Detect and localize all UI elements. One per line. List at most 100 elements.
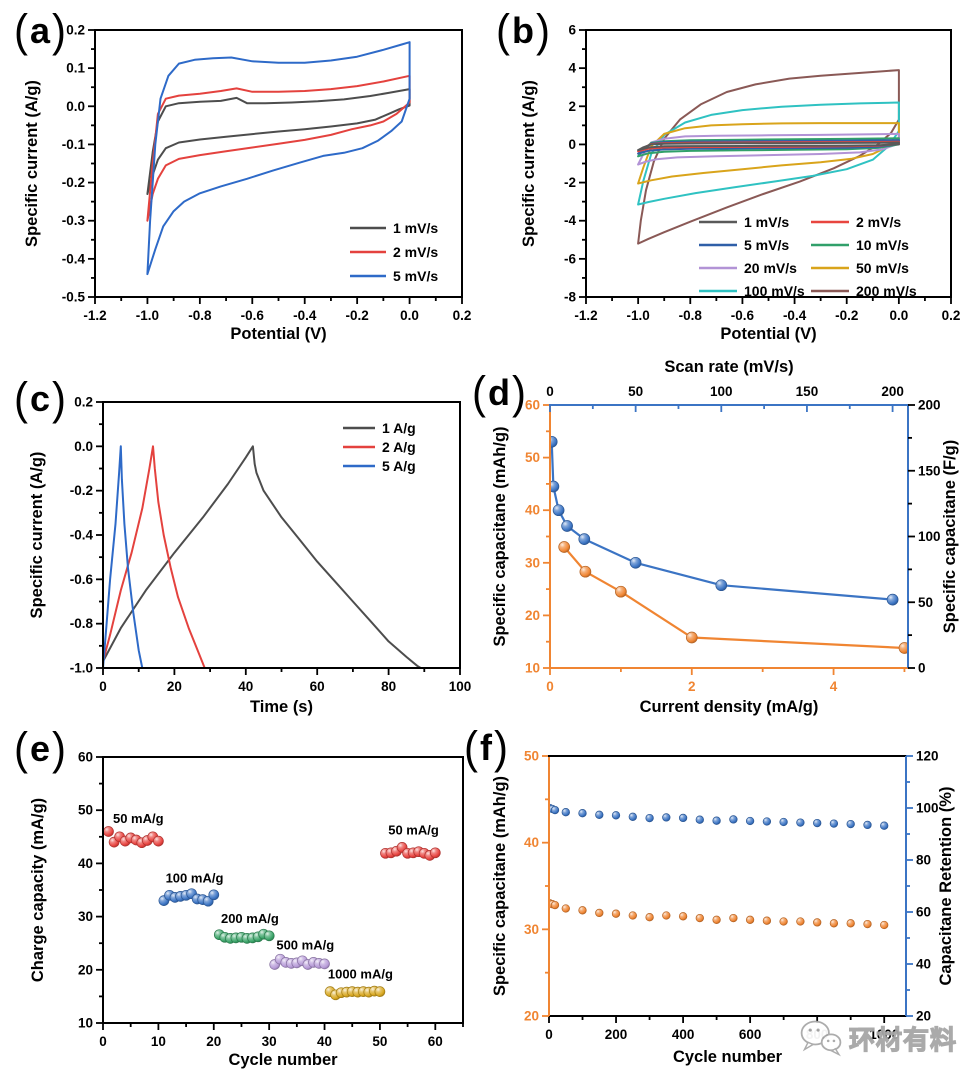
svg-text:0.1: 0.1 [66, 61, 85, 76]
svg-text:150: 150 [796, 384, 819, 399]
chart-rate-capability: 0 10 20 30 40 50 60 Cycle number 10 20 30 40 50 60 Cha… [29, 750, 464, 1069]
svg-text:-0.8: -0.8 [70, 616, 94, 631]
panel-e: 0 10 20 30 40 50 60 Cycle number 10 20 30 40 50 60 Cha… [0, 720, 489, 1080]
svg-text:60: 60 [428, 1034, 443, 1049]
svg-text:80: 80 [916, 853, 931, 868]
paren-close: ) [52, 723, 67, 774]
paren-open: ( [14, 373, 28, 424]
svg-text:20: 20 [524, 1009, 539, 1024]
svg-text:0.0: 0.0 [889, 308, 908, 323]
svg-text:20 mV/s: 20 mV/s [744, 260, 797, 276]
svg-text:-0.2: -0.2 [62, 175, 85, 190]
panel-letter: b [512, 10, 534, 51]
chart-cv-all-scan-rates: -1.2 -1.0 -0.8 -0.6 -0.4 -0.2 0.0 0.2 Potential … [520, 23, 960, 344]
svg-text:4: 4 [830, 679, 838, 694]
chart-rate-capacitance: 0 2 4 Current density (mA/g) 10 20 30 40 50 60 Spe… [491, 358, 959, 716]
panel-a: -1.2 -1.0 -0.8 -0.6 -0.4 -0.2 0.0 0.2 Potential … [0, 0, 489, 348]
svg-text:-0.4: -0.4 [783, 308, 807, 323]
svg-text:200: 200 [881, 384, 904, 399]
svg-text:20: 20 [525, 608, 540, 623]
svg-text:2: 2 [688, 679, 696, 694]
panel-letter: f [480, 727, 492, 768]
watermark-text: 环材有料 [848, 1024, 958, 1055]
panel-f: 02004006008001000Cycle number20304050Spe… [489, 720, 978, 1080]
svg-text:400: 400 [672, 1027, 695, 1042]
paren-open: ( [496, 5, 510, 56]
svg-text:1 A/g: 1 A/g [382, 420, 416, 436]
svg-text:0: 0 [546, 384, 554, 399]
svg-text:1000: 1000 [869, 1027, 899, 1042]
panel-label-e: (e) [14, 723, 67, 774]
svg-text:Scan rate (mV/s): Scan rate (mV/s) [664, 358, 793, 376]
svg-text:-2: -2 [564, 175, 576, 190]
svg-text:50: 50 [628, 384, 643, 399]
svg-text:10: 10 [78, 1016, 93, 1031]
svg-text:20: 20 [206, 1034, 221, 1049]
svg-text:-0.3: -0.3 [62, 213, 86, 228]
panel-label-b: (b) [496, 5, 550, 56]
svg-text:0.2: 0.2 [453, 308, 472, 323]
panel-letter: a [30, 10, 51, 51]
svg-text:Specific capacitane (F/g): Specific capacitane (F/g) [941, 440, 959, 633]
svg-text:200: 200 [918, 398, 941, 413]
svg-text:-0.6: -0.6 [241, 308, 265, 323]
svg-text:Specific current (A/g): Specific current (A/g) [520, 80, 538, 247]
svg-text:100: 100 [916, 801, 939, 816]
svg-text:5 mV/s: 5 mV/s [744, 237, 789, 253]
svg-text:50 mA/g: 50 mA/g [113, 811, 164, 826]
svg-text:-1.0: -1.0 [70, 661, 93, 676]
svg-text:Specific current (A/g): Specific current (A/g) [23, 80, 41, 247]
svg-text:600: 600 [739, 1027, 762, 1042]
svg-text:5 A/g: 5 A/g [382, 458, 416, 474]
paren-close: ) [536, 5, 550, 56]
svg-text:0.0: 0.0 [400, 308, 419, 323]
svg-text:-0.5: -0.5 [62, 290, 86, 305]
watermark: 环材有料 [798, 1018, 957, 1058]
svg-text:40: 40 [78, 856, 93, 871]
svg-text:0: 0 [546, 679, 554, 694]
svg-text:-0.1: -0.1 [62, 137, 86, 152]
svg-text:-0.2: -0.2 [70, 483, 93, 498]
svg-text:0: 0 [99, 1034, 107, 1049]
svg-text:50: 50 [525, 450, 540, 465]
chart-gcd-curves: 0 20 40 60 80 100 Time (s) -1.0 -0.8 -0.6 -0.4 -0.2… [28, 395, 471, 717]
chart-cv-low-scan-rates: -1.2 -1.0 -0.8 -0.6 -0.4 -0.2 0.0 0.2 Potential … [23, 23, 472, 344]
svg-text:60: 60 [310, 679, 325, 694]
svg-text:10: 10 [525, 661, 540, 676]
svg-text:100 mV/s: 100 mV/s [744, 283, 805, 299]
paren-close: ) [512, 367, 526, 418]
svg-text:30: 30 [525, 555, 540, 570]
svg-text:1 mV/s: 1 mV/s [393, 220, 438, 236]
svg-text:-0.8: -0.8 [679, 308, 703, 323]
svg-text:Time (s): Time (s) [250, 698, 313, 716]
paren-open: ( [14, 723, 28, 774]
svg-text:0: 0 [99, 679, 107, 694]
svg-text:-6: -6 [564, 251, 576, 266]
svg-text:30: 30 [78, 909, 93, 924]
panel-b: -1.2 -1.0 -0.8 -0.6 -0.4 -0.2 0.0 0.2 Potential … [489, 0, 978, 348]
svg-text:-1.0: -1.0 [136, 308, 159, 323]
svg-text:0.2: 0.2 [66, 23, 85, 38]
panel-c: 0 20 40 60 80 100 Time (s) -1.0 -0.8 -0.6 -0.4 -0.2… [0, 348, 489, 720]
svg-text:-8: -8 [564, 290, 576, 305]
svg-text:40: 40 [525, 503, 540, 518]
wechat-icon [800, 1020, 842, 1057]
svg-text:2 A/g: 2 A/g [382, 439, 416, 455]
svg-text:Potential (V): Potential (V) [720, 325, 816, 343]
svg-text:50 mA/g: 50 mA/g [388, 823, 439, 838]
chart-cycling-stability: 02004006008001000Cycle number20304050Spe… [491, 749, 955, 1067]
svg-text:0: 0 [568, 137, 576, 152]
svg-text:-0.4: -0.4 [62, 251, 86, 266]
svg-text:-0.6: -0.6 [70, 572, 94, 587]
svg-text:200: 200 [605, 1027, 628, 1042]
svg-text:50: 50 [78, 803, 93, 818]
svg-text:50: 50 [918, 595, 933, 610]
paren-open: ( [14, 5, 28, 56]
svg-text:Potential (V): Potential (V) [230, 325, 326, 343]
svg-text:-0.4: -0.4 [293, 308, 317, 323]
svg-text:-1.0: -1.0 [627, 308, 650, 323]
panel-letter: e [30, 728, 51, 769]
svg-text:1000 mA/g: 1000 mA/g [328, 966, 393, 981]
svg-text:50: 50 [372, 1034, 387, 1049]
